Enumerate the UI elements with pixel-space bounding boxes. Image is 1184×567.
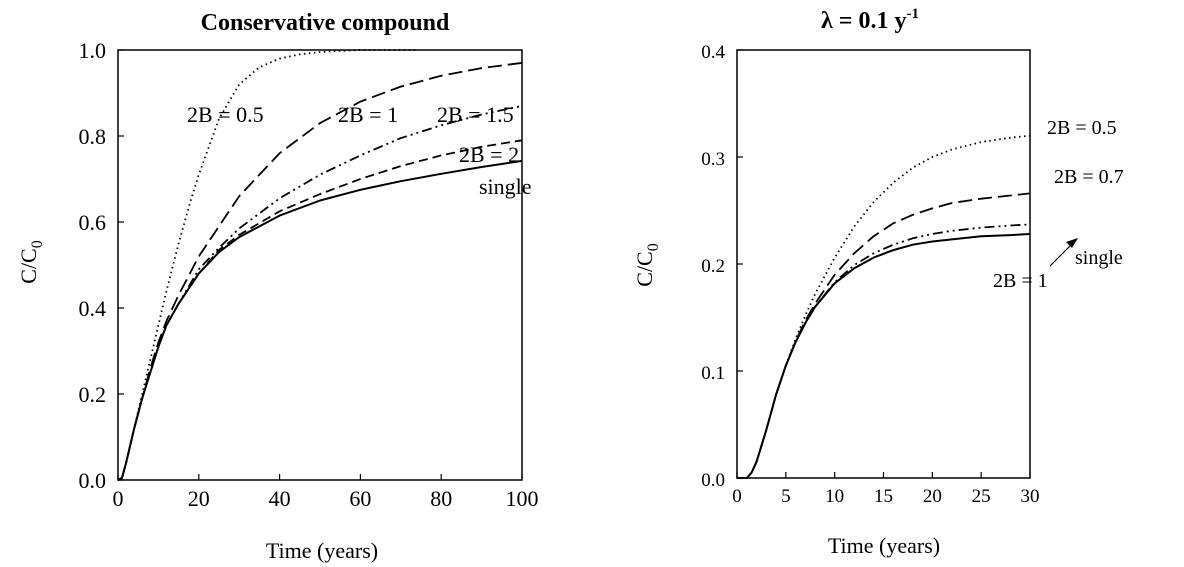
x-tick-label: 40 bbox=[269, 486, 291, 511]
x-tick-label: 0 bbox=[113, 486, 124, 511]
x-tick-label: 0 bbox=[732, 486, 742, 507]
y-tick-label: 0.2 bbox=[79, 382, 107, 407]
series-line-2b-2 bbox=[117, 139, 523, 481]
y-axis-label-main: C/C bbox=[16, 248, 41, 283]
x-tick-label: 15 bbox=[874, 486, 893, 507]
x-tick-label: 25 bbox=[972, 486, 991, 507]
series-line-single bbox=[117, 159, 523, 481]
y-tick-label: 0.4 bbox=[701, 42, 725, 63]
chart-title-main: λ = 0.1 y bbox=[821, 8, 906, 34]
y-tick-label: 0.1 bbox=[701, 363, 725, 384]
y-tick-label: 0.0 bbox=[79, 468, 107, 493]
x-tick-label: 80 bbox=[430, 486, 452, 511]
x-tick-label: 20 bbox=[923, 486, 942, 507]
y-axis-label-subscript: 0 bbox=[645, 243, 662, 251]
chart-title: λ = 0.1 y-1 bbox=[821, 6, 919, 34]
y-tick-label: 0.4 bbox=[79, 296, 107, 321]
y-axis-label-main: C/C bbox=[632, 251, 657, 286]
label-2b-0-5: 2B = 0.5 bbox=[1047, 117, 1117, 139]
x-axis-label: Time (years) bbox=[828, 533, 940, 558]
x-tick-label: 5 bbox=[781, 486, 791, 507]
series-line-2b-0-5 bbox=[737, 134, 1031, 479]
chart-conservative: Conservative compound Time (years) C/C 0 … bbox=[16, 10, 539, 563]
x-tick-label: 20 bbox=[188, 486, 210, 511]
x-tick-label: 100 bbox=[506, 486, 539, 511]
y-tick-label: 0.6 bbox=[79, 210, 107, 235]
y-tick-label: 0.2 bbox=[701, 256, 725, 277]
x-axis-label: Time (years) bbox=[266, 538, 378, 563]
y-tick-label: 0.0 bbox=[701, 470, 725, 491]
series-lines bbox=[117, 49, 523, 481]
y-axis-label: C/C0 bbox=[632, 243, 662, 286]
plot-frame bbox=[736, 49, 1031, 479]
label-2b-0-7: 2B = 0.7 bbox=[1054, 166, 1124, 188]
series-lines bbox=[737, 134, 1031, 479]
y-tick-label: 1.0 bbox=[79, 38, 107, 63]
label-2b-2: 2B = 2 bbox=[459, 142, 519, 167]
y-tick-label: 0.3 bbox=[701, 149, 725, 170]
series-line-2b-1 bbox=[117, 62, 523, 481]
series-line-2b-1 bbox=[737, 223, 1031, 479]
x-tick-label: 30 bbox=[1021, 486, 1040, 507]
chart-title: Conservative compound bbox=[201, 10, 450, 36]
y-axis-label-subscript: 0 bbox=[29, 240, 46, 248]
label-2b-1: 2B = 1 bbox=[338, 102, 398, 127]
x-tick-label: 10 bbox=[825, 486, 844, 507]
label-single: single bbox=[479, 174, 532, 199]
x-tick-label: 60 bbox=[349, 486, 371, 511]
label-2b-0-5: 2B = 0.5 bbox=[187, 102, 264, 127]
label-2b-1-5: 2B = 1.5 bbox=[437, 102, 514, 127]
axis-ticks: 0 5 10 15 20 25 30 0.0 0.1 0.2 0.3 0.4 bbox=[701, 42, 1039, 507]
y-tick-label: 0.8 bbox=[79, 124, 107, 149]
chart-decay: λ = 0.1 y-1 Time (years) C/C0 0 5 10 15 20 25… bbox=[632, 6, 1124, 558]
y-axis-label: C/C0 bbox=[16, 240, 46, 283]
series-line-2b-0-7 bbox=[737, 192, 1031, 479]
axis-ticks: 0 20 40 60 80 100 0.0 0.2 0.4 0.6 0.8 1.0 bbox=[79, 38, 539, 511]
chart-title-superscript: -1 bbox=[906, 6, 919, 22]
arrowhead-2b-1 bbox=[1066, 238, 1078, 248]
label-single: single bbox=[1075, 247, 1123, 269]
label-2b-1: 2B = 1 bbox=[993, 270, 1048, 292]
plot-frame bbox=[117, 49, 523, 481]
series-line-single bbox=[737, 233, 1031, 479]
